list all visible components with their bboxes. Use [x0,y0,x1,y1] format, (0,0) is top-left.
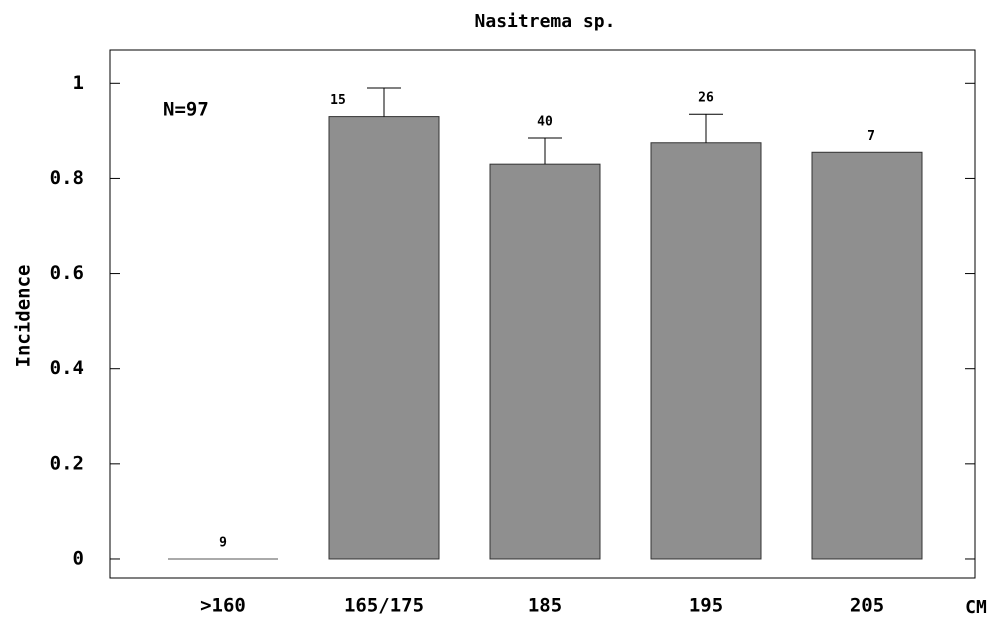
sample-size-label: 40 [537,115,553,130]
sample-size-label: 26 [698,91,714,106]
bar [650,142,762,560]
y-tick-label: 0.2 [50,452,84,474]
x-tick-label: 195 [689,595,723,617]
x-axis-label: CM [965,597,987,618]
y-tick-label: 0.6 [50,262,84,284]
bar [328,116,440,560]
y-tick-label: 1 [73,72,84,94]
x-tick-label: 165/175 [344,595,424,617]
sample-size-label: 15 [330,93,346,108]
chart-title: Nasitrema sp. [475,11,616,32]
sample-size-label: 7 [867,129,875,144]
y-tick-label: 0 [73,547,84,569]
bar [811,151,923,560]
x-tick-label: 185 [528,595,562,617]
bar [489,163,601,560]
y-tick-label: 0.4 [50,357,84,379]
x-tick-label: 205 [850,595,884,617]
annotation: N=97 [163,99,209,121]
sample-size-label: 9 [219,535,227,550]
y-tick-label: 0.8 [50,167,84,189]
plot-frame [109,49,976,579]
y-axis-label: Incidence [13,265,35,368]
x-tick-label: >160 [200,595,246,617]
